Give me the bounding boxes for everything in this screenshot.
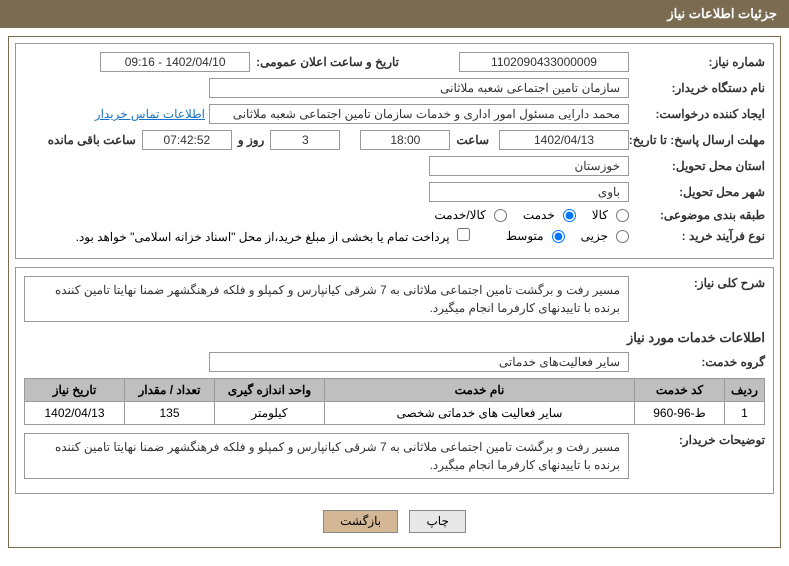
radio-goods[interactable] xyxy=(616,209,629,222)
td-service-name: سایر فعالیت های خدماتی شخصی xyxy=(325,402,635,425)
th-quantity: تعداد / مقدار xyxy=(125,379,215,402)
days-and-label: روز و xyxy=(238,133,265,147)
buyer-notes-text: مسیر رفت و برگشت تامین اجتماعی ملاثانی ب… xyxy=(24,433,629,479)
th-service-name: نام خدمت xyxy=(325,379,635,402)
radio-medium[interactable] xyxy=(552,230,565,243)
requester-label: ایجاد کننده درخواست: xyxy=(635,107,765,121)
th-unit: واحد اندازه گیری xyxy=(215,379,325,402)
main-container: شماره نیاز: 1102090433000009 تاریخ و ساع… xyxy=(8,36,781,548)
radio-goods-label: کالا xyxy=(592,208,608,222)
buyer-notes-label: توضیحات خریدار: xyxy=(635,433,765,447)
deadline-date-value: 1402/04/13 xyxy=(499,130,629,150)
days-remaining-value: 3 xyxy=(270,130,340,150)
time-remaining-label: ساعت باقی مانده xyxy=(48,133,136,147)
td-row: 1 xyxy=(725,402,765,425)
service-group-label: گروه خدمت: xyxy=(635,355,765,369)
overview-text: مسیر رفت و برگشت تامین اجتماعی ملاثانی ب… xyxy=(24,276,629,322)
delivery-city-label: شهر محل تحویل: xyxy=(635,185,765,199)
deadline-time-value: 18:00 xyxy=(360,130,450,150)
radio-partial[interactable] xyxy=(616,230,629,243)
table-header-row: ردیف کد خدمت نام خدمت واحد اندازه گیری ت… xyxy=(25,379,765,402)
services-table: ردیف کد خدمت نام خدمت واحد اندازه گیری ت… xyxy=(24,378,765,425)
form-section-top: شماره نیاز: 1102090433000009 تاریخ و ساع… xyxy=(15,43,774,259)
requester-value: محمد دارایی مسئول امور اداری و خدمات ساز… xyxy=(209,104,629,124)
th-row: ردیف xyxy=(725,379,765,402)
announce-datetime-value: 1402/04/10 - 09:16 xyxy=(100,52,250,72)
th-service-code: کد خدمت xyxy=(635,379,725,402)
radio-service-label: خدمت xyxy=(523,208,555,222)
buyer-org-value: سازمان تامین اجتماعی شعبه ملاثانی xyxy=(209,78,629,98)
service-group-value: سایر فعالیت‌های خدماتی xyxy=(209,352,629,372)
page-header: جزئیات اطلاعات نیاز xyxy=(0,0,789,28)
need-number-label: شماره نیاز: xyxy=(635,55,765,69)
radio-medium-group: متوسط xyxy=(490,229,565,243)
page-title: جزئیات اطلاعات نیاز xyxy=(667,6,777,21)
th-need-date: تاریخ نیاز xyxy=(25,379,125,402)
radio-partial-group: جزیی xyxy=(565,229,629,243)
overview-label: شرح کلی نیاز: xyxy=(635,276,765,290)
deadline-label: مهلت ارسال پاسخ: تا تاریخ: xyxy=(635,133,765,147)
print-button[interactable]: چاپ xyxy=(409,510,465,533)
announce-datetime-label: تاریخ و ساعت اعلان عمومی: xyxy=(256,55,399,69)
td-need-date: 1402/04/13 xyxy=(25,402,125,425)
td-unit: کیلومتر xyxy=(215,402,325,425)
delivery-city-value: باوی xyxy=(429,182,629,202)
form-section-desc: شرح کلی نیاز: مسیر رفت و برگشت تامین اجت… xyxy=(15,267,774,494)
td-service-code: ط-96-960 xyxy=(635,402,725,425)
contact-link[interactable]: اطلاعات تماس خریدار xyxy=(95,107,205,121)
time-label: ساعت xyxy=(456,133,489,147)
table-row: 1 ط-96-960 سایر فعالیت های خدماتی شخصی ک… xyxy=(25,402,765,425)
delivery-province-label: استان محل تحویل: xyxy=(635,159,765,173)
payment-checkbox-group: پرداخت تمام یا بخشی از مبلغ خرید،از محل … xyxy=(76,228,470,244)
radio-partial-label: جزیی xyxy=(581,229,608,243)
td-quantity: 135 xyxy=(125,402,215,425)
need-number-value: 1102090433000009 xyxy=(459,52,629,72)
purchase-type-label: نوع فرآیند خرید : xyxy=(635,229,765,243)
radio-goods-service-label: کالا/خدمت xyxy=(434,208,485,222)
services-section-title: اطلاعات خدمات مورد نیاز xyxy=(24,330,765,346)
time-remaining-value: 07:42:52 xyxy=(142,130,232,150)
button-bar: چاپ بازگشت xyxy=(15,502,774,541)
radio-medium-label: متوسط xyxy=(506,229,544,243)
radio-service[interactable] xyxy=(563,209,576,222)
delivery-province-value: خوزستان xyxy=(429,156,629,176)
payment-note-label: پرداخت تمام یا بخشی از مبلغ خرید،از محل … xyxy=(76,230,450,244)
radio-goods-service[interactable] xyxy=(494,209,507,222)
buyer-org-label: نام دستگاه خریدار: xyxy=(635,81,765,95)
radio-goods-group: کالا xyxy=(576,208,629,222)
radio-service-group: خدمت xyxy=(507,208,576,222)
return-button[interactable]: بازگشت xyxy=(323,510,398,533)
radio-goods-service-group: کالا/خدمت xyxy=(418,208,506,222)
payment-checkbox[interactable] xyxy=(457,228,470,241)
subject-class-label: طبقه بندی موضوعی: xyxy=(635,208,765,222)
